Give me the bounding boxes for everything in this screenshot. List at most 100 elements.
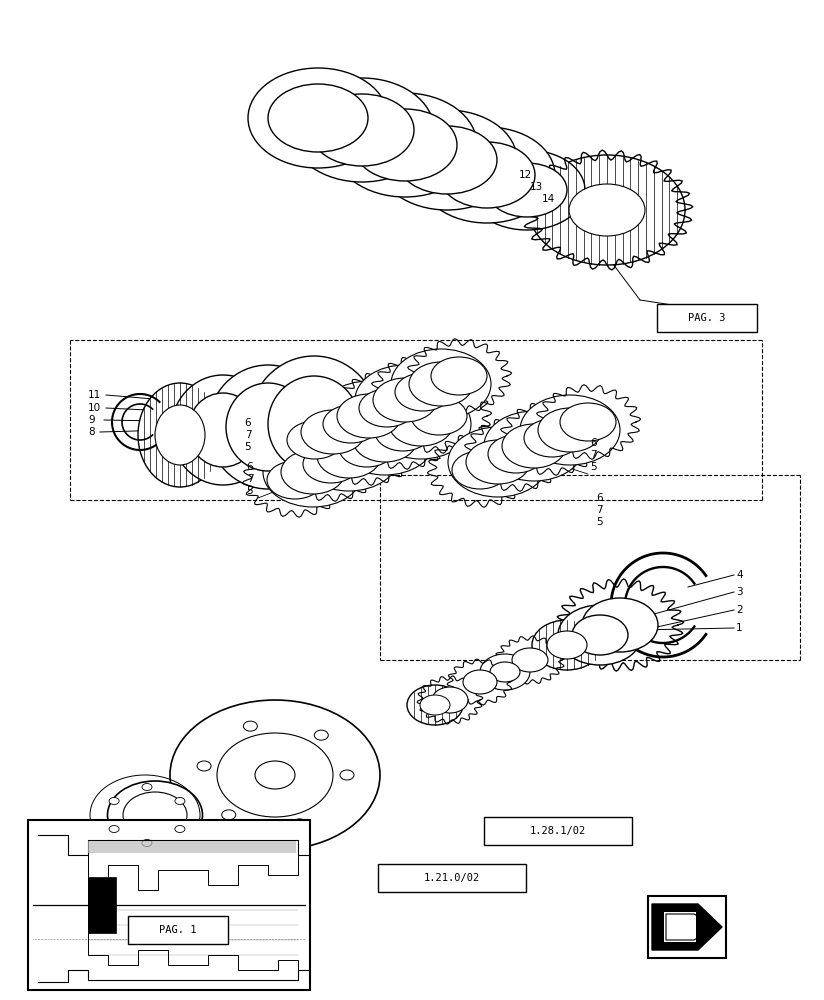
Text: 1.28.1/02: 1.28.1/02 (530, 826, 586, 836)
Ellipse shape (371, 389, 471, 459)
Ellipse shape (268, 84, 368, 152)
Text: 5: 5 (246, 486, 253, 496)
Bar (88, 841, 296, 853)
Ellipse shape (452, 451, 508, 489)
Ellipse shape (263, 437, 363, 507)
Text: 4: 4 (736, 570, 742, 580)
Text: 9: 9 (88, 415, 95, 425)
Ellipse shape (512, 648, 548, 672)
Ellipse shape (560, 403, 616, 441)
Ellipse shape (355, 365, 455, 435)
Ellipse shape (407, 685, 463, 725)
Ellipse shape (335, 405, 435, 475)
Ellipse shape (397, 126, 497, 194)
Text: 6: 6 (590, 438, 597, 448)
Ellipse shape (480, 654, 530, 690)
Ellipse shape (170, 700, 380, 850)
Text: 12: 12 (518, 170, 531, 180)
Ellipse shape (340, 770, 354, 780)
Ellipse shape (488, 435, 544, 473)
Ellipse shape (466, 440, 530, 484)
Ellipse shape (582, 598, 658, 652)
Text: 7: 7 (246, 474, 253, 484)
Ellipse shape (373, 378, 437, 422)
Text: 7: 7 (590, 450, 597, 460)
Ellipse shape (303, 445, 359, 483)
Text: 13: 13 (529, 182, 543, 192)
Ellipse shape (439, 142, 535, 208)
Ellipse shape (520, 395, 620, 465)
Text: 5: 5 (245, 442, 251, 452)
Ellipse shape (448, 427, 548, 497)
Ellipse shape (469, 150, 585, 230)
Ellipse shape (142, 840, 152, 846)
Ellipse shape (490, 662, 520, 682)
Ellipse shape (109, 826, 119, 832)
Bar (484, 817, 632, 845)
Ellipse shape (572, 615, 628, 655)
Ellipse shape (419, 127, 555, 223)
Ellipse shape (558, 605, 642, 665)
Ellipse shape (301, 410, 365, 454)
Ellipse shape (255, 761, 295, 789)
Ellipse shape (197, 761, 211, 771)
Ellipse shape (123, 792, 187, 838)
Text: 3: 3 (736, 587, 742, 597)
Ellipse shape (226, 383, 310, 471)
Text: 1.21.0/02: 1.21.0/02 (424, 873, 480, 883)
Ellipse shape (532, 620, 602, 670)
Text: PAG. 3: PAG. 3 (688, 313, 726, 323)
Ellipse shape (375, 413, 431, 451)
Bar (378, 864, 526, 892)
Bar (128, 916, 228, 944)
Ellipse shape (391, 349, 491, 419)
Ellipse shape (293, 819, 307, 829)
Text: 5: 5 (596, 517, 602, 527)
Text: 7: 7 (596, 505, 602, 515)
Ellipse shape (411, 397, 467, 435)
Ellipse shape (283, 397, 383, 467)
Ellipse shape (395, 373, 451, 411)
Ellipse shape (155, 405, 205, 465)
Ellipse shape (389, 402, 453, 446)
Ellipse shape (222, 810, 236, 820)
Ellipse shape (299, 421, 399, 491)
Ellipse shape (337, 394, 401, 438)
Text: 7: 7 (245, 430, 251, 440)
Ellipse shape (432, 687, 468, 713)
Ellipse shape (268, 376, 360, 472)
Text: 11: 11 (88, 390, 101, 400)
Ellipse shape (339, 429, 395, 467)
Ellipse shape (484, 411, 584, 481)
Ellipse shape (359, 389, 415, 427)
Ellipse shape (175, 798, 185, 804)
Ellipse shape (317, 434, 381, 478)
Ellipse shape (175, 826, 185, 832)
Ellipse shape (377, 110, 517, 210)
Bar (88, 877, 116, 933)
Ellipse shape (569, 184, 645, 236)
Ellipse shape (314, 730, 328, 740)
Ellipse shape (353, 418, 417, 462)
Polygon shape (652, 904, 722, 950)
Text: 10: 10 (88, 403, 101, 413)
Ellipse shape (243, 721, 257, 731)
Ellipse shape (420, 695, 450, 715)
Ellipse shape (547, 631, 587, 659)
Text: PAG. 1: PAG. 1 (159, 925, 197, 935)
Ellipse shape (463, 670, 497, 694)
Text: 2: 2 (736, 605, 742, 615)
Ellipse shape (287, 421, 343, 459)
Text: 6: 6 (596, 493, 602, 503)
Ellipse shape (502, 424, 566, 468)
Ellipse shape (431, 357, 487, 395)
Ellipse shape (487, 163, 567, 217)
Ellipse shape (310, 94, 414, 166)
Text: 8: 8 (88, 427, 95, 437)
Text: 1: 1 (736, 623, 742, 633)
Ellipse shape (142, 784, 152, 790)
Ellipse shape (409, 362, 473, 406)
Bar (648, 896, 726, 958)
Bar (657, 304, 757, 332)
Ellipse shape (319, 381, 419, 451)
